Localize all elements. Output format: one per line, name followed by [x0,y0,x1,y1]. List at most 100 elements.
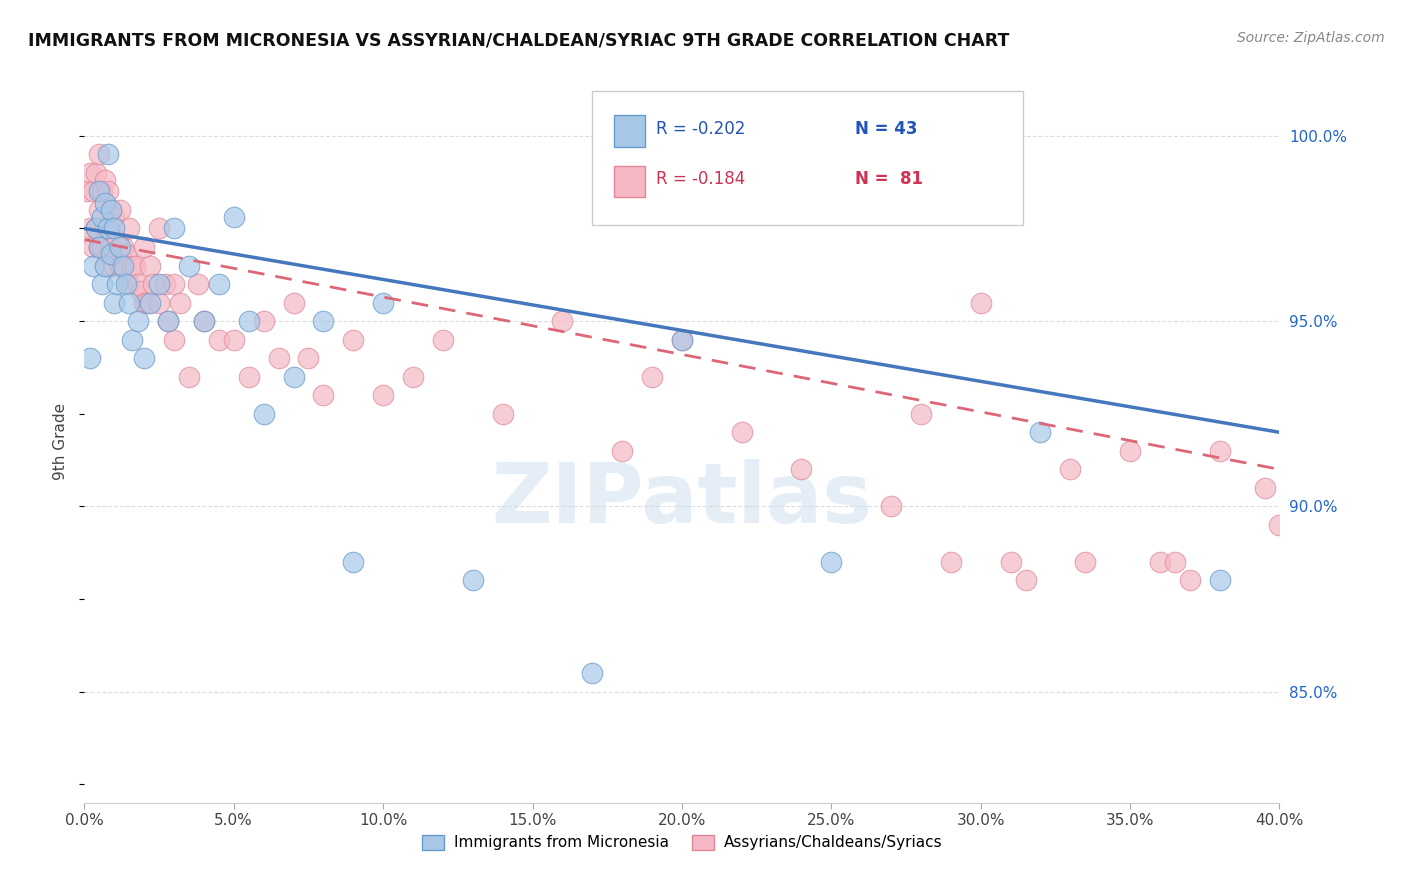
Point [238,369,260,384]
Point [820,555,842,569]
Point [148,295,170,310]
Point [82,240,104,254]
Point [103,221,125,235]
Point [89,185,111,199]
Point [110,259,132,273]
Point [115,247,138,261]
Point [139,259,162,273]
Point [671,333,693,347]
Text: R = -0.184: R = -0.184 [655,170,745,188]
FancyBboxPatch shape [614,115,645,147]
Text: ZIPatlas: ZIPatlas [492,458,872,540]
Point [79,351,101,366]
Point [124,259,146,273]
Point [82,185,104,199]
Point [163,333,186,347]
Point [402,369,425,384]
Point [177,369,200,384]
Point [253,407,276,421]
Point [342,555,364,569]
Point [89,147,111,161]
Point [110,202,132,217]
Point [121,259,143,273]
Point [222,333,245,347]
Point [121,333,143,347]
Point [94,173,117,187]
Point [94,259,117,273]
Point [312,314,335,328]
Point [127,314,149,328]
Point [163,277,186,291]
Point [103,295,125,310]
Point [91,240,114,254]
Point [127,277,149,291]
Point [142,277,165,291]
Point [118,221,141,235]
Point [222,211,245,225]
Point [103,259,125,273]
Point [148,221,170,235]
Point [132,295,156,310]
Point [1000,555,1022,569]
Point [1253,481,1275,495]
Point [86,166,108,180]
Point [187,277,209,291]
Point [91,277,114,291]
Point [1029,425,1052,440]
Point [342,333,364,347]
Point [100,202,122,217]
Point [148,277,170,291]
Point [89,202,111,217]
Point [1074,555,1097,569]
Point [432,333,454,347]
Point [79,166,101,180]
Point [1268,517,1291,532]
Point [1178,574,1201,588]
Legend: Immigrants from Micronesia, Assyrians/Chaldeans/Syriacs: Immigrants from Micronesia, Assyrians/Ch… [415,829,949,856]
Point [267,351,290,366]
Point [97,185,120,199]
Point [94,221,117,235]
Text: N =  81: N = 81 [855,170,924,188]
Point [157,314,180,328]
Point [581,666,603,681]
Point [94,195,117,210]
Point [312,388,335,402]
Text: IMMIGRANTS FROM MICRONESIA VS ASSYRIAN/CHALDEAN/SYRIAC 9TH GRADE CORRELATION CHA: IMMIGRANTS FROM MICRONESIA VS ASSYRIAN/C… [28,31,1010,49]
Point [153,277,176,291]
Point [283,295,305,310]
Point [731,425,754,440]
Point [100,240,122,254]
Point [136,295,159,310]
Point [208,277,231,291]
Point [100,202,122,217]
Point [103,211,125,225]
Point [193,314,215,328]
Text: Source: ZipAtlas.com: Source: ZipAtlas.com [1237,31,1385,45]
Text: N = 43: N = 43 [855,120,918,137]
Point [89,240,111,254]
Point [612,443,634,458]
Point [551,314,574,328]
Point [169,295,191,310]
Point [910,407,932,421]
FancyBboxPatch shape [614,166,645,197]
Point [91,185,114,199]
Point [82,259,104,273]
Point [939,555,962,569]
Point [105,233,128,247]
Point [641,369,664,384]
Point [461,574,484,588]
Point [1209,574,1232,588]
Point [880,500,903,514]
Point [91,211,114,225]
Point [163,221,186,235]
Point [76,185,98,199]
Point [118,277,141,291]
Point [253,314,276,328]
Point [1164,555,1187,569]
Point [97,247,120,261]
Point [790,462,813,476]
Point [1014,574,1036,588]
Point [283,369,305,384]
